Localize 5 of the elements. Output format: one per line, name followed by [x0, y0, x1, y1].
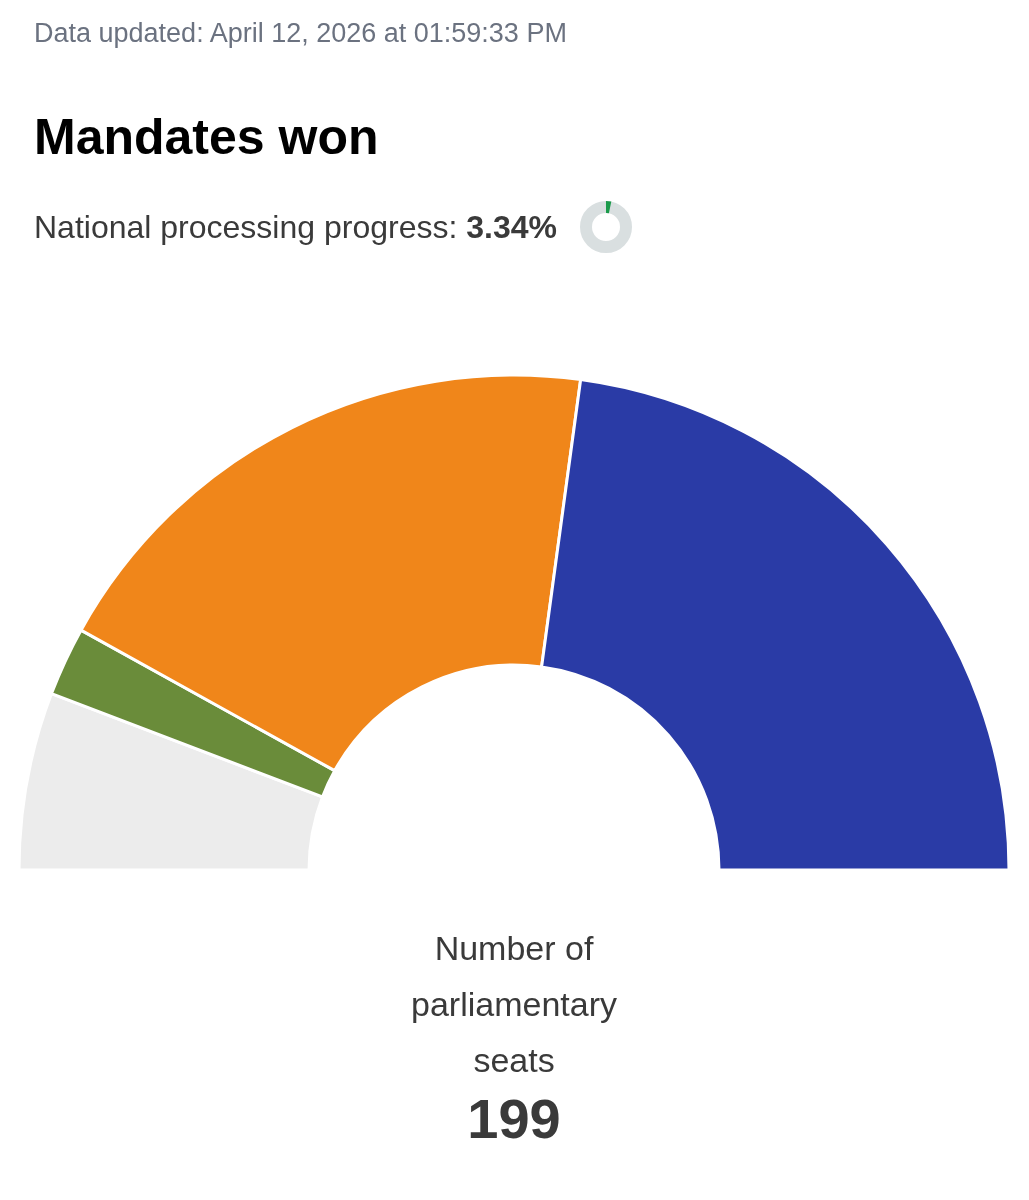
text: 199: [467, 1086, 561, 1150]
text: Number of parliamentary seats: [411, 929, 617, 1079]
chart-title: Mandates won: [34, 108, 379, 166]
chart-subtitle: National processing progress: 3.34%: [34, 208, 557, 246]
text: Data updated: April 12, 2026 at 01:59:33 PM: [34, 18, 567, 49]
